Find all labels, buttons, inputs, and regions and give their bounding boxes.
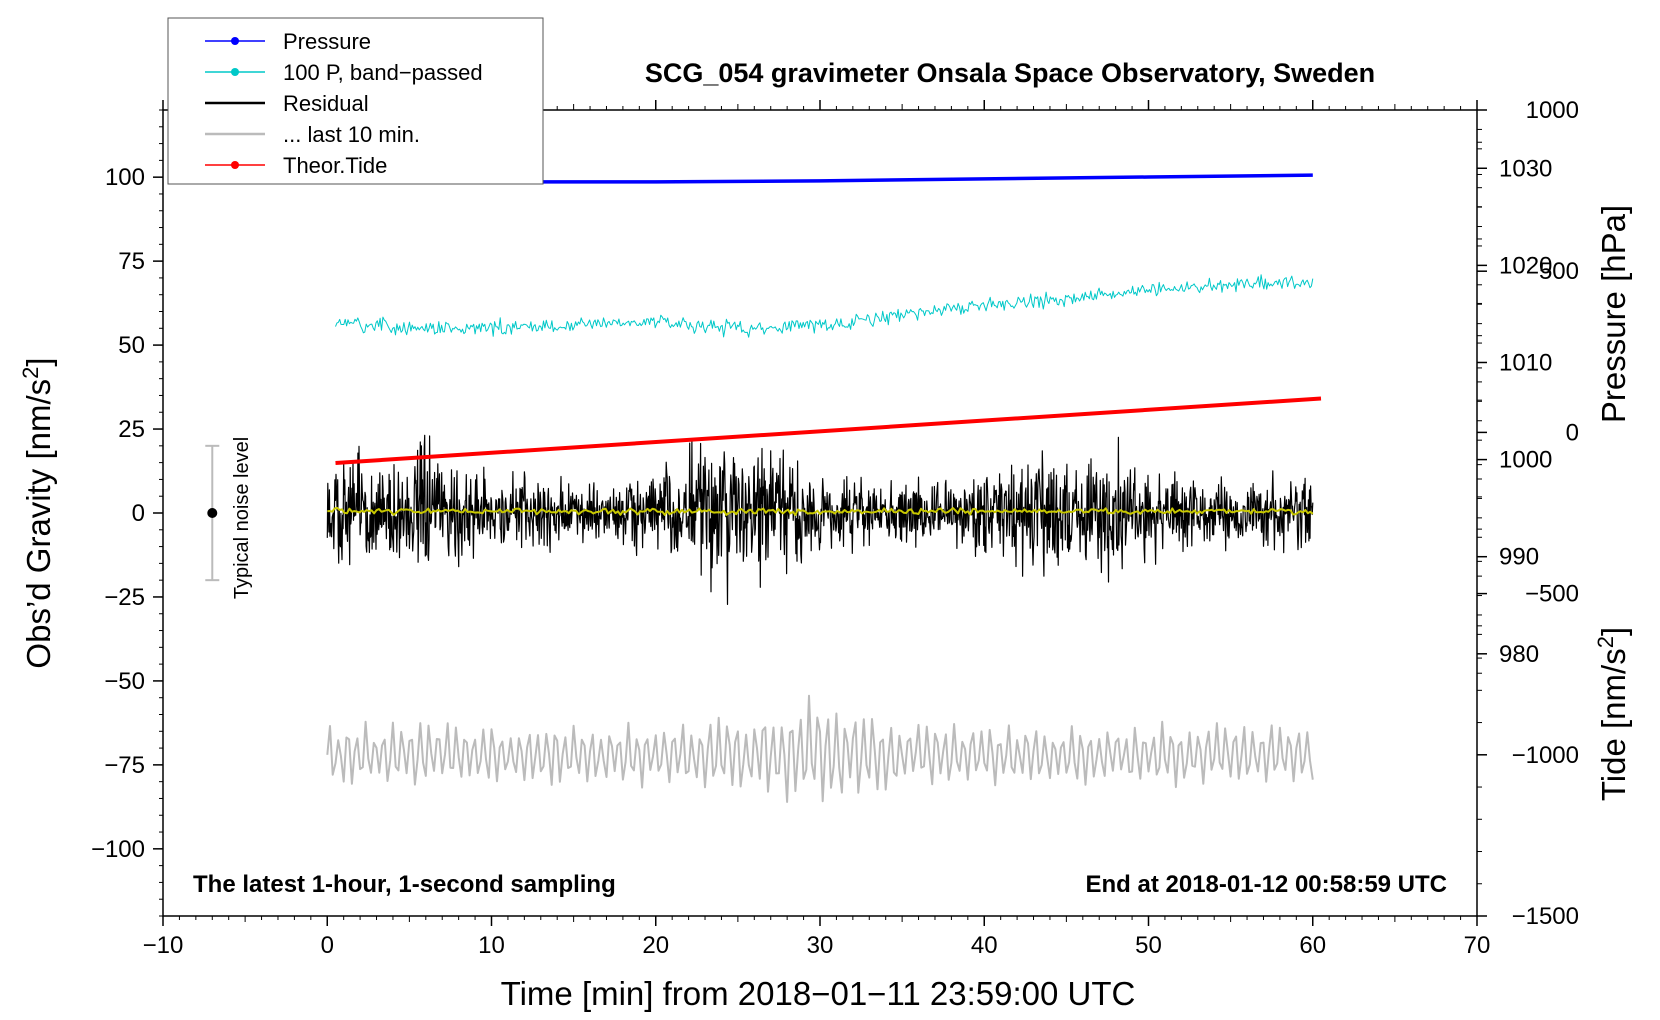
series-layer [326, 173, 1322, 803]
chart-title: SCG_054 gravimeter Onsala Space Observat… [645, 58, 1375, 88]
y-tide-axis-title: Tide [nm/s2] [1593, 627, 1633, 801]
legend-marker [231, 68, 239, 76]
y-left-tick-label: −50 [104, 668, 145, 695]
x-tick-label: −10 [143, 932, 184, 959]
legend-label: ... last 10 min. [283, 122, 420, 147]
y-left-tick-label: −75 [104, 752, 145, 779]
series-line-100-p-band-passed [335, 274, 1314, 338]
y-tide-tick-label: −1000 [1512, 742, 1579, 769]
x-tick-label: 0 [321, 932, 334, 959]
series-line-residual-smoothed [327, 506, 1314, 516]
legend-label: Pressure [283, 29, 371, 54]
y-left-axis-title: Obs’d Gravity [nm/s2] [18, 357, 58, 668]
legend-box [167, 17, 544, 185]
y-tide-tick-label: 0 [1566, 419, 1579, 446]
y-tide-tick-label: 1000 [1526, 97, 1579, 124]
noise-indicator [205, 444, 220, 582]
legend-marker [231, 37, 239, 45]
y-tide-tick-label: 500 [1539, 258, 1579, 285]
annotation-end-time: End at 2018-01-12 00:58:59 UTC [1086, 871, 1448, 898]
y-pressure-tick-label: 980 [1499, 641, 1539, 668]
x-tick-label: 70 [1464, 932, 1491, 959]
y-left-tick-label: 100 [105, 164, 145, 191]
y-pressure-tick-label: 1010 [1499, 349, 1552, 376]
y-left-tick-label: 25 [118, 416, 145, 443]
series-line-last-10-min [326, 694, 1314, 803]
x-tick-label: 60 [1299, 932, 1326, 959]
x-tick-label: 30 [807, 932, 834, 959]
noise-center-dot [207, 508, 218, 518]
y-tide-tick-label: −500 [1525, 581, 1579, 608]
y-left-tick-label: −25 [104, 584, 145, 611]
y-pressure-tick-label: 1020 [1499, 252, 1552, 279]
legend-label: 100 P, band−passed [283, 60, 483, 85]
annotation-sampling: The latest 1-hour, 1-second sampling [193, 871, 616, 898]
x-tick-label: 50 [1135, 932, 1162, 959]
y-tide-tick-label: −1500 [1512, 903, 1579, 930]
y-left-tick-label: 50 [118, 332, 145, 359]
series-line-theor-tide [335, 396, 1322, 465]
legend-marker [231, 161, 239, 169]
legend-label: Residual [283, 91, 369, 116]
y-pressure-tick-label: 1030 [1499, 155, 1552, 182]
x-tick-label: 40 [971, 932, 998, 959]
x-tick-label: 10 [478, 932, 505, 959]
series-line-residual [326, 434, 1314, 605]
legend: Pressure 100 P, band−passed Residual ... la… [167, 17, 544, 185]
x-axis-title: Time [min] from 2018−01−11 23:59:00 UTC [501, 975, 1136, 1012]
y-pressure-tick-label: 1000 [1499, 447, 1552, 474]
y-pressure-axis-title: Pressure [hPa] [1595, 205, 1632, 423]
x-tick-label: 20 [642, 932, 669, 959]
tick-labels: −10 0 10 20 30 40 50 60 701007550250−25−50−75−10… [91, 97, 1579, 959]
y-left-tick-label: −100 [91, 836, 145, 863]
y-left-tick-label: 0 [132, 500, 145, 527]
y-pressure-tick-label: 990 [1499, 544, 1539, 571]
legend-label: Theor.Tide [283, 153, 387, 178]
y-left-tick-label: 75 [118, 248, 145, 275]
noise-label: Typical noise level [231, 437, 253, 599]
